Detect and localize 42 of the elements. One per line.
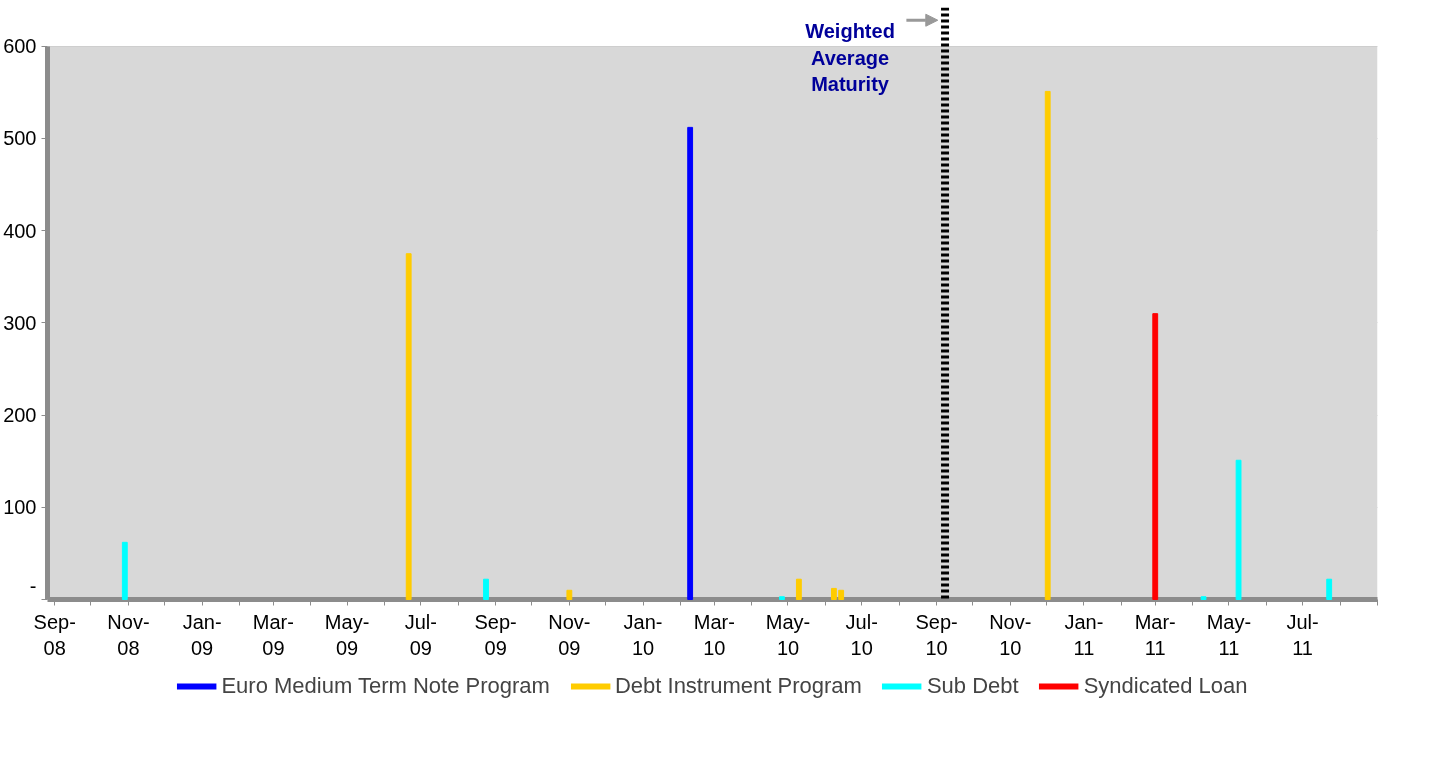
bar bbox=[1044, 90, 1051, 600]
x-tick-label: Jan-09 bbox=[182, 610, 222, 659]
x-tick-label: Mar-10 bbox=[693, 610, 735, 659]
x-tick-label: Mar-09 bbox=[252, 610, 294, 659]
bar bbox=[121, 541, 128, 600]
x-tick-label: Nov-09 bbox=[548, 610, 591, 659]
ref-line-label: Weighted Average Maturity bbox=[805, 20, 895, 96]
x-tick-label: Mar-11 bbox=[1134, 610, 1176, 659]
x-tick-label: Jul-11 bbox=[1286, 610, 1319, 659]
bar bbox=[779, 596, 785, 600]
y-tick-label: 300 bbox=[3, 311, 37, 334]
y-tick-label: 400 bbox=[3, 219, 37, 242]
x-tick-label: May-11 bbox=[1206, 610, 1252, 659]
y-tick-label: 500 bbox=[3, 127, 37, 150]
x-tick-label: May-09 bbox=[324, 610, 370, 659]
x-tick-label: Nov-10 bbox=[989, 610, 1032, 659]
y-tick-label: 100 bbox=[3, 496, 37, 519]
bar bbox=[1326, 578, 1333, 600]
x-tick-label: Jul-09 bbox=[404, 610, 437, 659]
bar bbox=[566, 589, 573, 600]
bar bbox=[687, 126, 694, 600]
bar bbox=[795, 578, 802, 600]
x-tick-label: Nov-08 bbox=[107, 610, 150, 659]
x-tick-label: Jan-10 bbox=[623, 610, 663, 659]
x-tick-label: Sep-08 bbox=[33, 610, 76, 659]
y-tick-label: - bbox=[29, 575, 37, 598]
bar bbox=[483, 578, 489, 600]
x-tick-label: Jul-10 bbox=[845, 610, 878, 659]
bar bbox=[1152, 313, 1159, 600]
x-tick-label: May-10 bbox=[765, 610, 811, 659]
y-tick-label: 200 bbox=[3, 404, 37, 427]
bar bbox=[1200, 596, 1207, 600]
x-tick-label: Sep-10 bbox=[915, 610, 958, 659]
legend-label: Syndicated Loan bbox=[1083, 673, 1248, 699]
y-tick-label: 600 bbox=[3, 35, 37, 58]
x-tick-label: Jan-11 bbox=[1064, 610, 1104, 659]
legend-label: Debt Instrument Program bbox=[614, 673, 862, 699]
bar bbox=[405, 253, 412, 600]
bar bbox=[1235, 459, 1242, 600]
legend-label: Euro Medium Term Note Program bbox=[221, 673, 550, 699]
x-tick-label: Sep-09 bbox=[474, 610, 517, 659]
legend-label: Sub Debt bbox=[926, 673, 1019, 699]
